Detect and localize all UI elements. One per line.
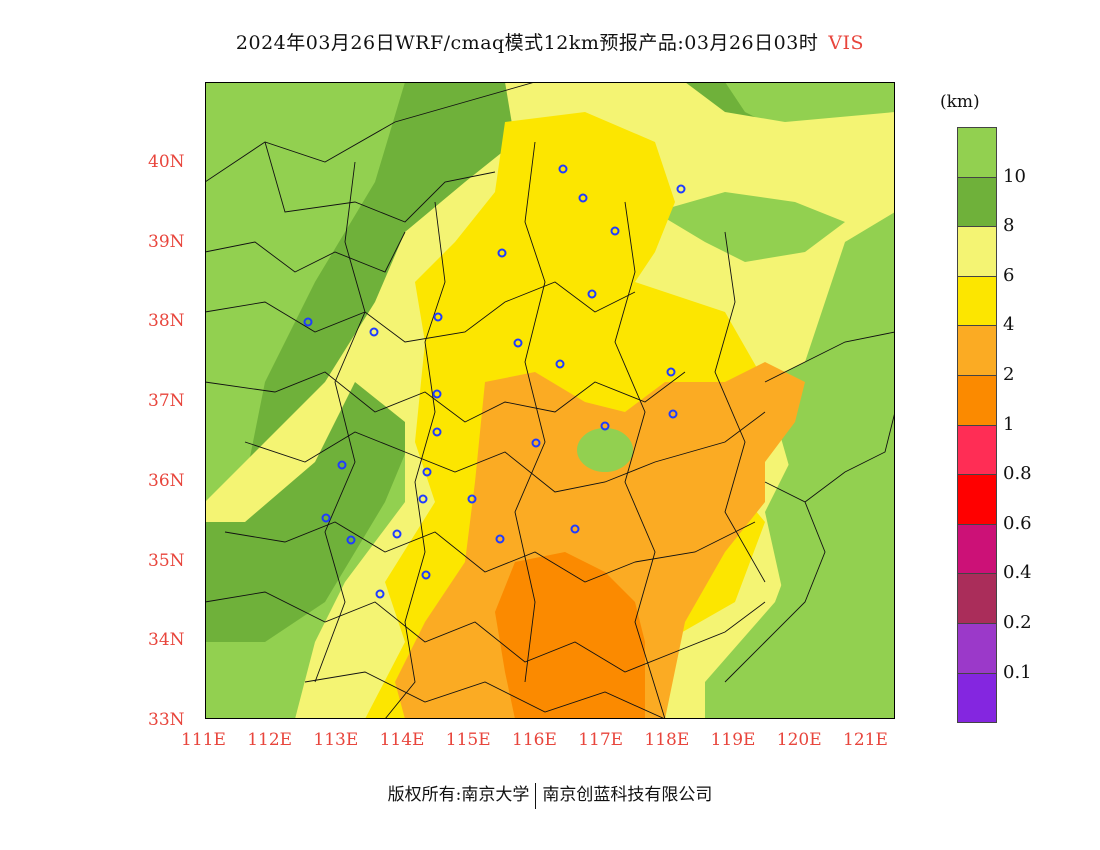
footer: 版权所有:南京大学 南京创蓝科技有限公司 — [0, 780, 1100, 809]
colorbar-label: 0.4 — [1003, 562, 1032, 584]
longitude-label: 117E — [578, 730, 624, 750]
longitude-label: 113E — [313, 730, 359, 750]
latitude-label: 35N — [148, 550, 185, 571]
station-marker — [676, 184, 686, 194]
title-text: 2024年03月26日WRF/cmaq模式12km预报产品:03月26日03时 — [235, 32, 819, 54]
colorbar-swatch — [957, 622, 997, 673]
station-marker — [578, 193, 588, 203]
station-marker — [497, 248, 507, 258]
station-marker — [421, 570, 431, 580]
longitude-label: 120E — [776, 730, 822, 750]
station-marker — [418, 494, 428, 504]
latitude-label: 34N — [148, 630, 185, 651]
colorbar-label: 10 — [1003, 165, 1026, 187]
footer-copyright: 版权所有:南京大学 — [387, 785, 530, 805]
station-marker — [587, 289, 597, 299]
station-marker — [668, 409, 678, 419]
station-marker — [600, 421, 610, 431]
colorbar-label: 4 — [1003, 314, 1015, 336]
colorbar-swatch — [957, 573, 997, 623]
colorbar-label: 8 — [1003, 215, 1015, 237]
colorbar-swatch — [957, 424, 997, 475]
station-marker — [321, 513, 331, 523]
colorbar-swatch — [957, 672, 997, 724]
longitude-label: 121E — [843, 730, 888, 750]
latitude-label: 36N — [148, 470, 185, 491]
title-variable: VIS — [828, 32, 865, 54]
colorbar-swatch — [957, 226, 997, 276]
latitude-label: 39N — [148, 231, 185, 252]
longitude-label: 119E — [710, 730, 756, 750]
latitude-label: 37N — [148, 391, 185, 412]
station-marker — [337, 460, 347, 470]
station-marker — [610, 226, 620, 236]
station-marker — [558, 164, 568, 174]
longitude-label: 111E — [181, 730, 226, 750]
region-8-10-pocket — [655, 192, 845, 262]
colorbar-label: 6 — [1003, 264, 1015, 286]
station-marker — [531, 438, 541, 448]
longitude-label: 112E — [247, 730, 293, 750]
boundary-lines — [205, 82, 895, 719]
station-marker — [375, 589, 385, 599]
region-8-10 — [205, 82, 805, 642]
station-marker — [570, 524, 580, 534]
station-marker — [513, 338, 523, 348]
colorbar-swatch — [957, 474, 997, 524]
station-marker — [432, 427, 442, 437]
latitude-label: 40N — [148, 152, 185, 172]
colorbar-swatch — [957, 374, 997, 425]
map-svg — [205, 82, 895, 719]
colorbar-label: 0.8 — [1003, 463, 1032, 485]
region-green-pocket — [577, 428, 633, 472]
longitude-label: 116E — [512, 730, 557, 750]
colorbar-swatch — [957, 325, 997, 375]
longitude-label: 115E — [445, 730, 491, 750]
colorbar — [957, 127, 997, 724]
station-marker — [666, 367, 676, 377]
colorbar-label: 0.6 — [1003, 512, 1032, 534]
colorbar-swatch — [957, 176, 997, 227]
latitude-label: 38N — [148, 311, 185, 332]
region-2-4 — [395, 362, 805, 719]
footer-company: 南京创蓝科技有限公司 — [542, 785, 713, 805]
colorbar-swatch — [957, 127, 997, 177]
chart-title: 2024年03月26日WRF/cmaq模式12km预报产品:03月26日03时 V… — [0, 28, 1100, 55]
longitude-label: 114E — [379, 730, 425, 750]
station-markers — [303, 164, 686, 599]
colorbar-swatch — [957, 275, 997, 326]
station-marker — [422, 467, 432, 477]
station-marker — [346, 535, 356, 545]
legend-unit: (km) — [940, 92, 980, 112]
station-marker — [467, 494, 477, 504]
station-marker — [392, 529, 402, 539]
colorbar-label: 0.2 — [1003, 612, 1032, 633]
station-marker — [369, 327, 379, 337]
station-marker — [433, 312, 443, 322]
station-marker — [303, 317, 313, 327]
latitude-label: 33N — [148, 709, 185, 730]
colorbar-label: 2 — [1003, 364, 1015, 385]
region-1-2 — [495, 552, 645, 719]
colorbar-swatch — [957, 523, 997, 574]
visibility-map — [205, 82, 895, 719]
station-marker — [495, 534, 505, 544]
footer-separator — [535, 782, 537, 809]
colorbar-label: 0.1 — [1003, 661, 1032, 683]
colorbar-label: 1 — [1003, 413, 1015, 435]
station-marker — [555, 359, 565, 369]
station-marker — [432, 389, 442, 399]
longitude-label: 118E — [644, 730, 690, 750]
region-8-10-east — [705, 222, 895, 719]
